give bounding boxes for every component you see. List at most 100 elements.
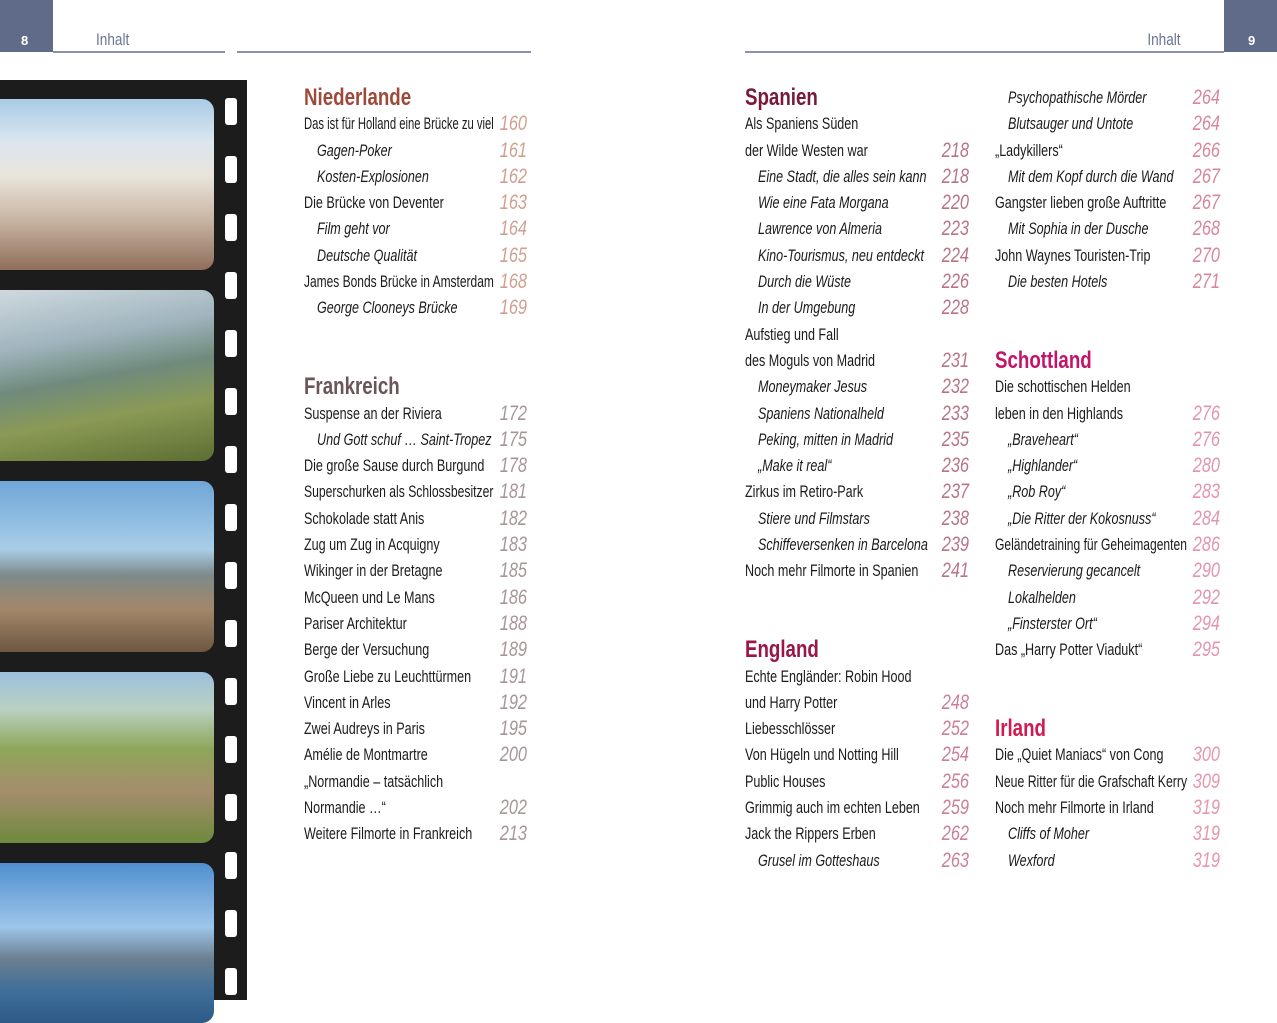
toc-entry[interactable]: Von Hügeln und Notting Hill 254 <box>745 742 969 768</box>
page-number: 319 <box>1192 848 1220 872</box>
toc-entry[interactable]: „Normandie – tatsächlich <box>304 769 527 795</box>
section-heading[interactable]: Irland <box>995 716 1220 742</box>
section-heading[interactable]: Schottland <box>995 347 1220 374</box>
toc-subentry[interactable]: Und Gott schuf … Saint-Tropez 175 <box>304 427 527 453</box>
toc-entry[interactable]: Als Spaniens Süden <box>745 111 969 137</box>
toc-subentry[interactable]: Stiere und Filmstars 238 <box>745 506 969 532</box>
toc-entry[interactable]: des Moguls von Madrid 231 <box>745 348 969 374</box>
toc-entry[interactable]: Weitere Filmorte in Frankreich 213 <box>304 821 527 847</box>
sprocket-hole <box>225 620 237 647</box>
toc-subentry[interactable]: Kino-Tourismus, neu entdeckt 224 <box>745 243 969 269</box>
toc-subentry[interactable]: Deutsche Qualität 165 <box>304 243 527 269</box>
toc-entry[interactable]: Pariser Architektur 188 <box>304 611 527 637</box>
toc-entry[interactable]: Die schottischen Helden <box>995 374 1220 400</box>
toc-subentry[interactable]: Spaniens Nationalheld 233 <box>745 401 969 427</box>
section-heading[interactable]: Frankreich <box>304 374 527 400</box>
toc-subentry[interactable]: „Highlander“ 280 <box>995 453 1220 479</box>
toc-entry[interactable]: „Ladykillers“ 266 <box>995 138 1220 164</box>
entry-title: Geländetraining für Geheimagenten <box>995 535 1187 555</box>
toc-entry[interactable]: Zwei Audreys in Paris 195 <box>304 716 527 742</box>
toc-entry[interactable]: Normandie …“ 202 <box>304 795 527 821</box>
toc-column-left-page: Niederlande Das ist für Holland eine Brüc… <box>304 85 527 848</box>
toc-entry[interactable]: Liebesschlösser 252 <box>745 716 969 742</box>
page-number: 9 <box>1248 33 1256 48</box>
page-number: 309 <box>1192 769 1220 793</box>
toc-subentry[interactable]: „Rob Roy“ 283 <box>995 479 1220 505</box>
toc-entry[interactable]: Noch mehr Filmorte in Spanien 241 <box>745 558 969 584</box>
toc-subentry[interactable]: Lawrence von Almeria 223 <box>745 216 969 242</box>
toc-subentry[interactable]: Gagen-Poker 161 <box>304 138 527 164</box>
toc-entry[interactable]: Berge der Versuchung 189 <box>304 637 527 663</box>
toc-entry[interactable]: Zirkus im Retiro-Park 237 <box>745 479 969 505</box>
section-heading[interactable]: England <box>745 637 969 663</box>
toc-entry[interactable]: Superschurken als Schlossbesitzer 181 <box>304 479 527 505</box>
toc-entry[interactable]: Schokolade statt Anis 182 <box>304 506 527 532</box>
toc-subentry[interactable]: Moneymaker Jesus 232 <box>745 374 969 400</box>
entry-title: Das ist für Holland eine Brücke zu viel <box>304 114 494 134</box>
toc-subentry[interactable]: Kosten-Explosionen 162 <box>304 164 527 190</box>
toc-entry[interactable]: Jack the Rippers Erben 262 <box>745 821 969 847</box>
toc-subentry[interactable]: Wie eine Fata Morgana 220 <box>745 190 969 216</box>
toc-subentry[interactable]: Schiffeversenken in Barcelona 239 <box>745 532 969 558</box>
page-number: 231 <box>941 348 969 372</box>
toc-subentry[interactable]: Durch die Wüste 226 <box>745 269 969 295</box>
toc-subentry[interactable]: Grusel im Gotteshaus 263 <box>745 848 969 874</box>
toc-entry[interactable]: Geländetraining für Geheimagenten 286 <box>995 532 1220 558</box>
entry-title: Noch mehr Filmorte in Spanien <box>745 561 919 581</box>
toc-subentry[interactable]: Blutsauger und Untote 264 <box>995 111 1220 137</box>
toc-entry[interactable]: McQueen und Le Mans 186 <box>304 585 527 611</box>
entry-title: Die „Quiet Maniacs“ von Cong <box>995 745 1164 765</box>
toc-subentry[interactable]: „Die Ritter der Kokosnuss“ 284 <box>995 506 1220 532</box>
toc-subentry[interactable]: Eine Stadt, die alles sein kann 218 <box>745 164 969 190</box>
toc-entry[interactable]: Vincent in Arles 192 <box>304 690 527 716</box>
toc-subentry[interactable]: George Clooneys Brücke 169 <box>304 295 527 321</box>
page-number: 178 <box>499 454 527 478</box>
toc-subentry[interactable]: Die besten Hotels 271 <box>995 269 1220 295</box>
toc-entry[interactable]: Die Brücke von Deventer 163 <box>304 190 527 216</box>
toc-subentry[interactable]: Film geht vor 164 <box>304 216 527 242</box>
toc-subentry[interactable]: In der Umgebung 228 <box>745 295 969 321</box>
toc-subentry[interactable]: Mit Sophia in der Dusche 268 <box>995 216 1220 242</box>
toc-subentry[interactable]: Reservierung gecancelt 290 <box>995 558 1220 584</box>
toc-entry[interactable]: Public Houses 256 <box>745 769 969 795</box>
toc-subentry[interactable]: „Make it real“ 236 <box>745 453 969 479</box>
toc-entry[interactable]: leben in den Highlands 276 <box>995 401 1220 427</box>
toc-subentry[interactable]: „Braveheart“ 276 <box>995 427 1220 453</box>
toc-entry[interactable]: Die große Sause durch Burgund 178 <box>304 453 527 479</box>
toc-subentry[interactable]: Wexford 319 <box>995 848 1220 874</box>
toc-entry[interactable]: Amélie de Montmartre 200 <box>304 742 527 768</box>
toc-entry[interactable]: Große Liebe zu Leuchttürmen 191 <box>304 664 527 690</box>
toc-entry[interactable]: und Harry Potter 248 <box>745 690 969 716</box>
toc-entry[interactable]: Zug um Zug in Acquigny 183 <box>304 532 527 558</box>
toc-entry[interactable]: Suspense an der Riviera 172 <box>304 401 527 427</box>
page-number: 280 <box>1192 454 1220 478</box>
toc-entry[interactable]: James Bonds Brücke in Amsterdam 168 <box>304 269 527 295</box>
toc-entry[interactable]: Wikinger in der Bretagne 185 <box>304 558 527 584</box>
toc-entry[interactable]: Gangster lieben große Auftritte 267 <box>995 190 1220 216</box>
toc-subentry[interactable]: Mit dem Kopf durch die Wand 267 <box>995 164 1220 190</box>
toc-subentry[interactable]: „Finsterster Ort“ 294 <box>995 611 1220 637</box>
toc-subentry[interactable]: Lokalhelden 292 <box>995 585 1220 611</box>
entry-title: Wie eine Fata Morgana <box>758 193 889 213</box>
toc-entry[interactable]: John Waynes Touristen-Trip 270 <box>995 243 1220 269</box>
toc-subentry[interactable]: Cliffs of Moher 319 <box>995 821 1220 847</box>
page-number: 263 <box>941 848 969 872</box>
section-heading[interactable]: Spanien <box>745 85 969 111</box>
toc-entry[interactable]: Neue Ritter für die Grafschaft Kerry 309 <box>995 769 1220 795</box>
section-heading[interactable]: Niederlande <box>304 85 527 111</box>
toc-entry[interactable]: Das „Harry Potter Viadukt“ 295 <box>995 637 1220 663</box>
toc-entry[interactable]: Grimmig auch im echten Leben 259 <box>745 795 969 821</box>
entry-title: Schiffeversenken in Barcelona <box>758 535 928 555</box>
toc-entry[interactable]: Echte Engländer: Robin Hood <box>745 664 969 690</box>
entry-title: Pariser Architektur <box>304 613 407 633</box>
toc-entry[interactable]: der Wilde Westen war 218 <box>745 138 969 164</box>
page-number: 185 <box>499 559 527 583</box>
sprocket-hole <box>225 852 237 879</box>
entry-title: In der Umgebung <box>758 298 856 318</box>
toc-subentry[interactable]: Psychopathische Mörder 264 <box>995 85 1220 111</box>
toc-entry[interactable]: Aufstieg und Fall <box>745 322 969 348</box>
toc-entry[interactable]: Die „Quiet Maniacs“ von Cong 300 <box>995 742 1220 768</box>
toc-entry[interactable]: Das ist für Holland eine Brücke zu viel 1… <box>304 111 527 137</box>
toc-subentry[interactable]: Peking, mitten in Madrid 235 <box>745 427 969 453</box>
toc-entry[interactable]: Noch mehr Filmorte in Irland 319 <box>995 795 1220 821</box>
